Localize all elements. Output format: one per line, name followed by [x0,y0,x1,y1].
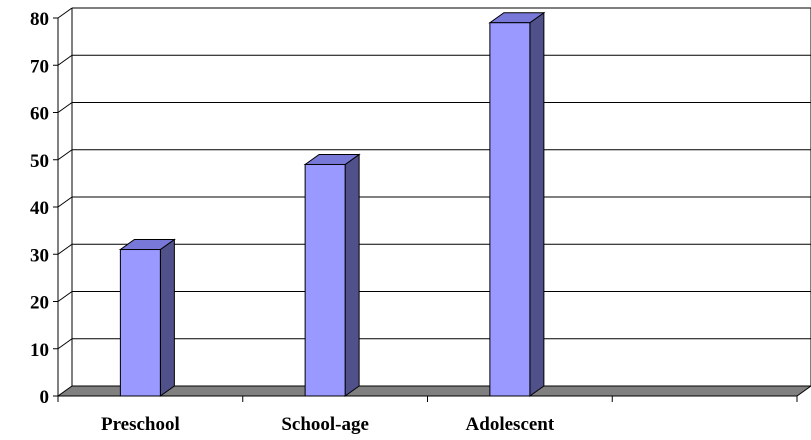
bar [304,163,346,397]
y-tick-label: 30 [30,245,49,266]
x-category-label: Adolescent [466,414,555,435]
bar-side [529,11,545,397]
gridline-side [57,338,73,350]
y-tick-label: 80 [30,9,49,30]
y-tick-label: 40 [30,198,49,219]
gridline-side [57,54,73,66]
bar-side [159,238,175,397]
y-tick-label: 70 [30,56,49,77]
x-category-label: Preschool [101,414,180,435]
gridline-side [57,291,73,302]
gridline-side [57,243,73,255]
y-tick-label: 0 [40,387,50,408]
y-tick-label: 20 [30,293,49,314]
y-tick-label: 50 [30,151,49,172]
gridline-side [57,7,73,19]
gridline-side [57,196,73,208]
gridline-side [57,149,73,161]
x-category-label: School-age [281,414,369,435]
y-tick-label: 10 [30,340,49,361]
y-tick-label: 60 [30,104,49,125]
gridline-side [57,102,73,113]
bar [119,249,161,397]
bar-side [344,153,360,397]
bar [489,22,531,397]
chart-floor [56,385,811,397]
